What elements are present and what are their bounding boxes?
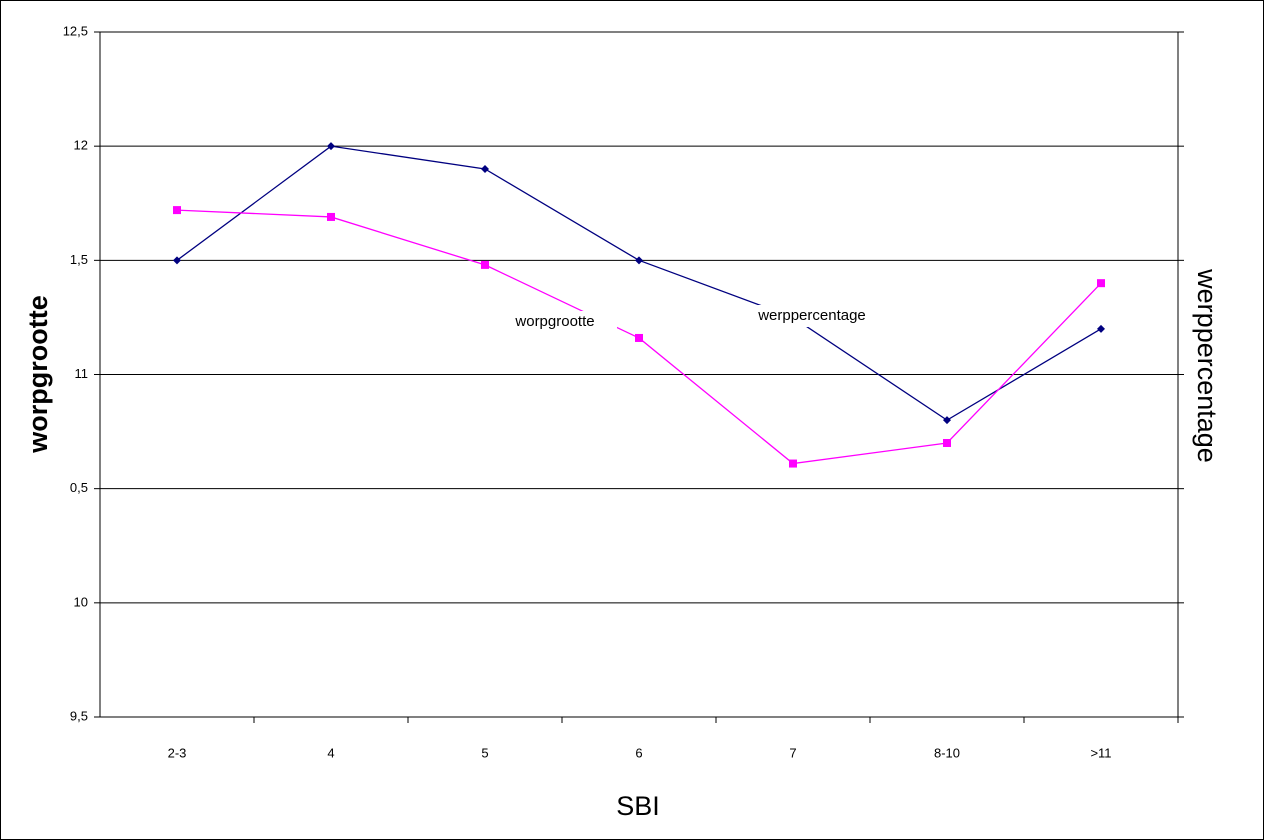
y-tick-label: 1,5 <box>70 252 88 267</box>
x-tick-label: 7 <box>789 745 796 760</box>
y-tick-label: 9,5 <box>70 708 88 723</box>
series-label-bg <box>493 311 617 333</box>
marker <box>1097 279 1105 288</box>
marker <box>327 212 335 221</box>
marker <box>481 260 489 269</box>
marker <box>635 256 643 265</box>
y-tick-label: 12,5 <box>63 23 88 38</box>
x-tick-label: 2-3 <box>168 745 187 760</box>
marker <box>173 256 181 265</box>
y-tick-label: 0,5 <box>70 480 88 495</box>
x-axis-label: SBI <box>616 791 660 821</box>
marker <box>173 206 181 215</box>
marker <box>327 142 335 151</box>
y2-axis-label: werppercentage <box>1192 268 1222 463</box>
marker <box>789 459 797 468</box>
marker <box>635 333 643 342</box>
marker <box>943 416 951 425</box>
marker <box>1097 324 1105 333</box>
x-tick-label: >11 <box>1090 745 1111 760</box>
x-tick-label: 5 <box>481 745 488 760</box>
y-tick-label: 12 <box>74 138 88 153</box>
marker <box>943 439 951 447</box>
y-axis-label: worpgrootte <box>23 295 53 453</box>
series-label-bg <box>732 305 892 327</box>
marker <box>481 165 489 173</box>
series-label: worpgrootte <box>514 313 594 330</box>
y-tick-label: 11 <box>75 366 89 381</box>
y-tick-label: 10 <box>74 594 88 609</box>
x-tick-label: 4 <box>327 745 334 760</box>
series-label: werppercentage <box>757 307 866 324</box>
x-tick-label: 6 <box>635 745 642 760</box>
x-tick-label: 8-10 <box>934 745 960 760</box>
